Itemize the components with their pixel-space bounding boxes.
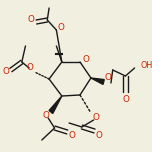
Text: O: O [82,55,89,64]
Text: O: O [28,16,34,24]
Polygon shape [49,96,62,114]
Text: O: O [2,67,9,76]
Text: O: O [92,112,99,121]
Text: O: O [68,131,75,140]
Text: OH: OH [140,62,152,71]
Text: O: O [122,95,129,104]
Text: O: O [27,64,33,73]
Polygon shape [91,78,104,84]
Text: O: O [42,111,49,119]
Text: O: O [57,24,64,33]
Text: O: O [105,74,112,83]
Text: O: O [96,131,103,140]
